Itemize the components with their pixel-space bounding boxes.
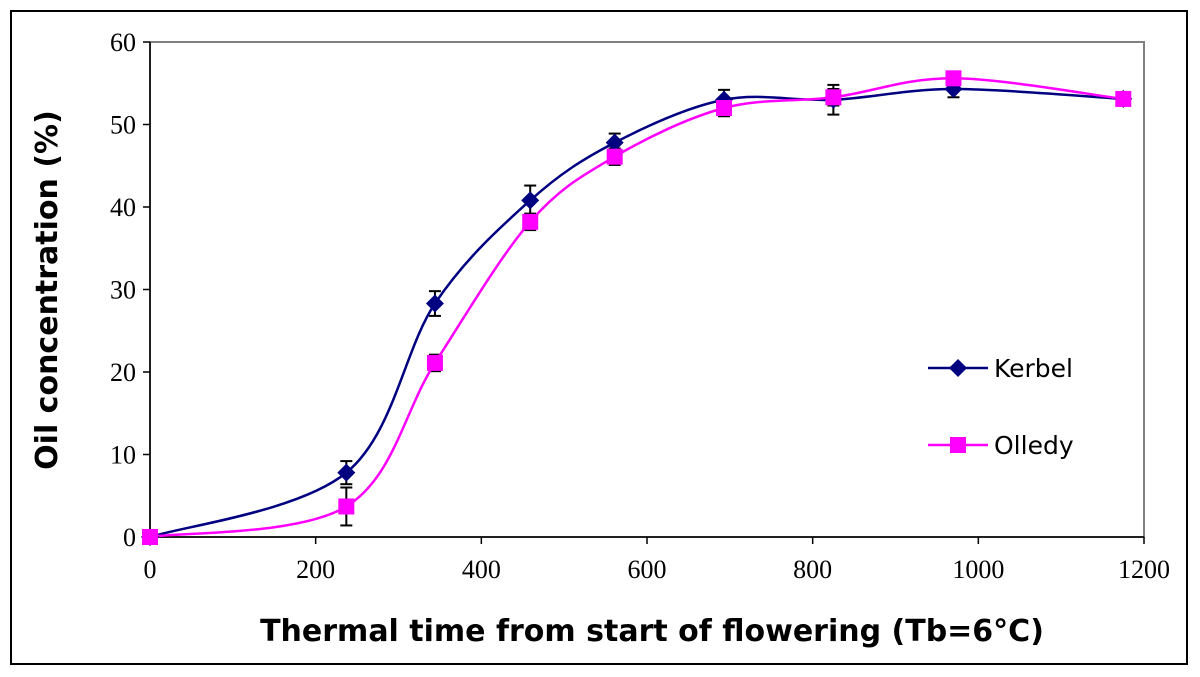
y-tick-label: 30 bbox=[110, 276, 136, 305]
y-tick-label: 10 bbox=[110, 441, 136, 470]
data-point-olledy bbox=[606, 148, 623, 165]
legend-label: Kerbel bbox=[994, 354, 1073, 383]
y-tick-label: 50 bbox=[110, 111, 136, 140]
series-lines bbox=[149, 77, 1124, 539]
data-point-olledy bbox=[338, 498, 355, 515]
x-tick-label: 800 bbox=[793, 555, 832, 584]
data-point-olledy bbox=[716, 100, 733, 116]
x-tick-label: 400 bbox=[462, 555, 501, 584]
series-line-kerbel bbox=[149, 87, 1124, 539]
data-point-olledy bbox=[945, 70, 962, 87]
legend-marker bbox=[950, 437, 966, 453]
y-tick-label: 0 bbox=[123, 523, 136, 552]
y-tick-label: 60 bbox=[110, 28, 136, 57]
data-point-olledy bbox=[142, 529, 158, 545]
x-tick-label: 0 bbox=[144, 555, 157, 584]
legend-marker bbox=[949, 359, 967, 377]
y-tick-label: 40 bbox=[110, 193, 136, 222]
plot-area bbox=[149, 41, 1145, 538]
data-point-olledy bbox=[426, 354, 443, 371]
series-markers bbox=[141, 70, 1133, 546]
y-tick-label: 20 bbox=[110, 358, 136, 387]
x-tick-label: 1200 bbox=[1118, 555, 1170, 584]
data-point-kerbel bbox=[337, 463, 356, 482]
data-point-kerbel bbox=[605, 133, 624, 152]
x-tick-label: 600 bbox=[628, 555, 667, 584]
x-tick-label: 200 bbox=[296, 555, 335, 584]
legend-label: Olledy bbox=[994, 431, 1074, 460]
y-axis-title: Oil concentration (%) bbox=[30, 110, 65, 470]
data-point-olledy bbox=[825, 89, 842, 106]
data-point-olledy bbox=[1115, 90, 1132, 107]
x-tick-label: 1000 bbox=[952, 555, 1004, 584]
data-point-olledy bbox=[522, 213, 539, 230]
data-point-kerbel bbox=[521, 191, 540, 210]
series-line-olledy bbox=[149, 77, 1124, 539]
chart-frame bbox=[10, 10, 1188, 665]
data-point-kerbel bbox=[425, 294, 444, 313]
legend: Kerbel Olledy bbox=[928, 354, 1074, 460]
x-axis-title: Thermal time from start of flowering (Tb… bbox=[260, 614, 1044, 649]
